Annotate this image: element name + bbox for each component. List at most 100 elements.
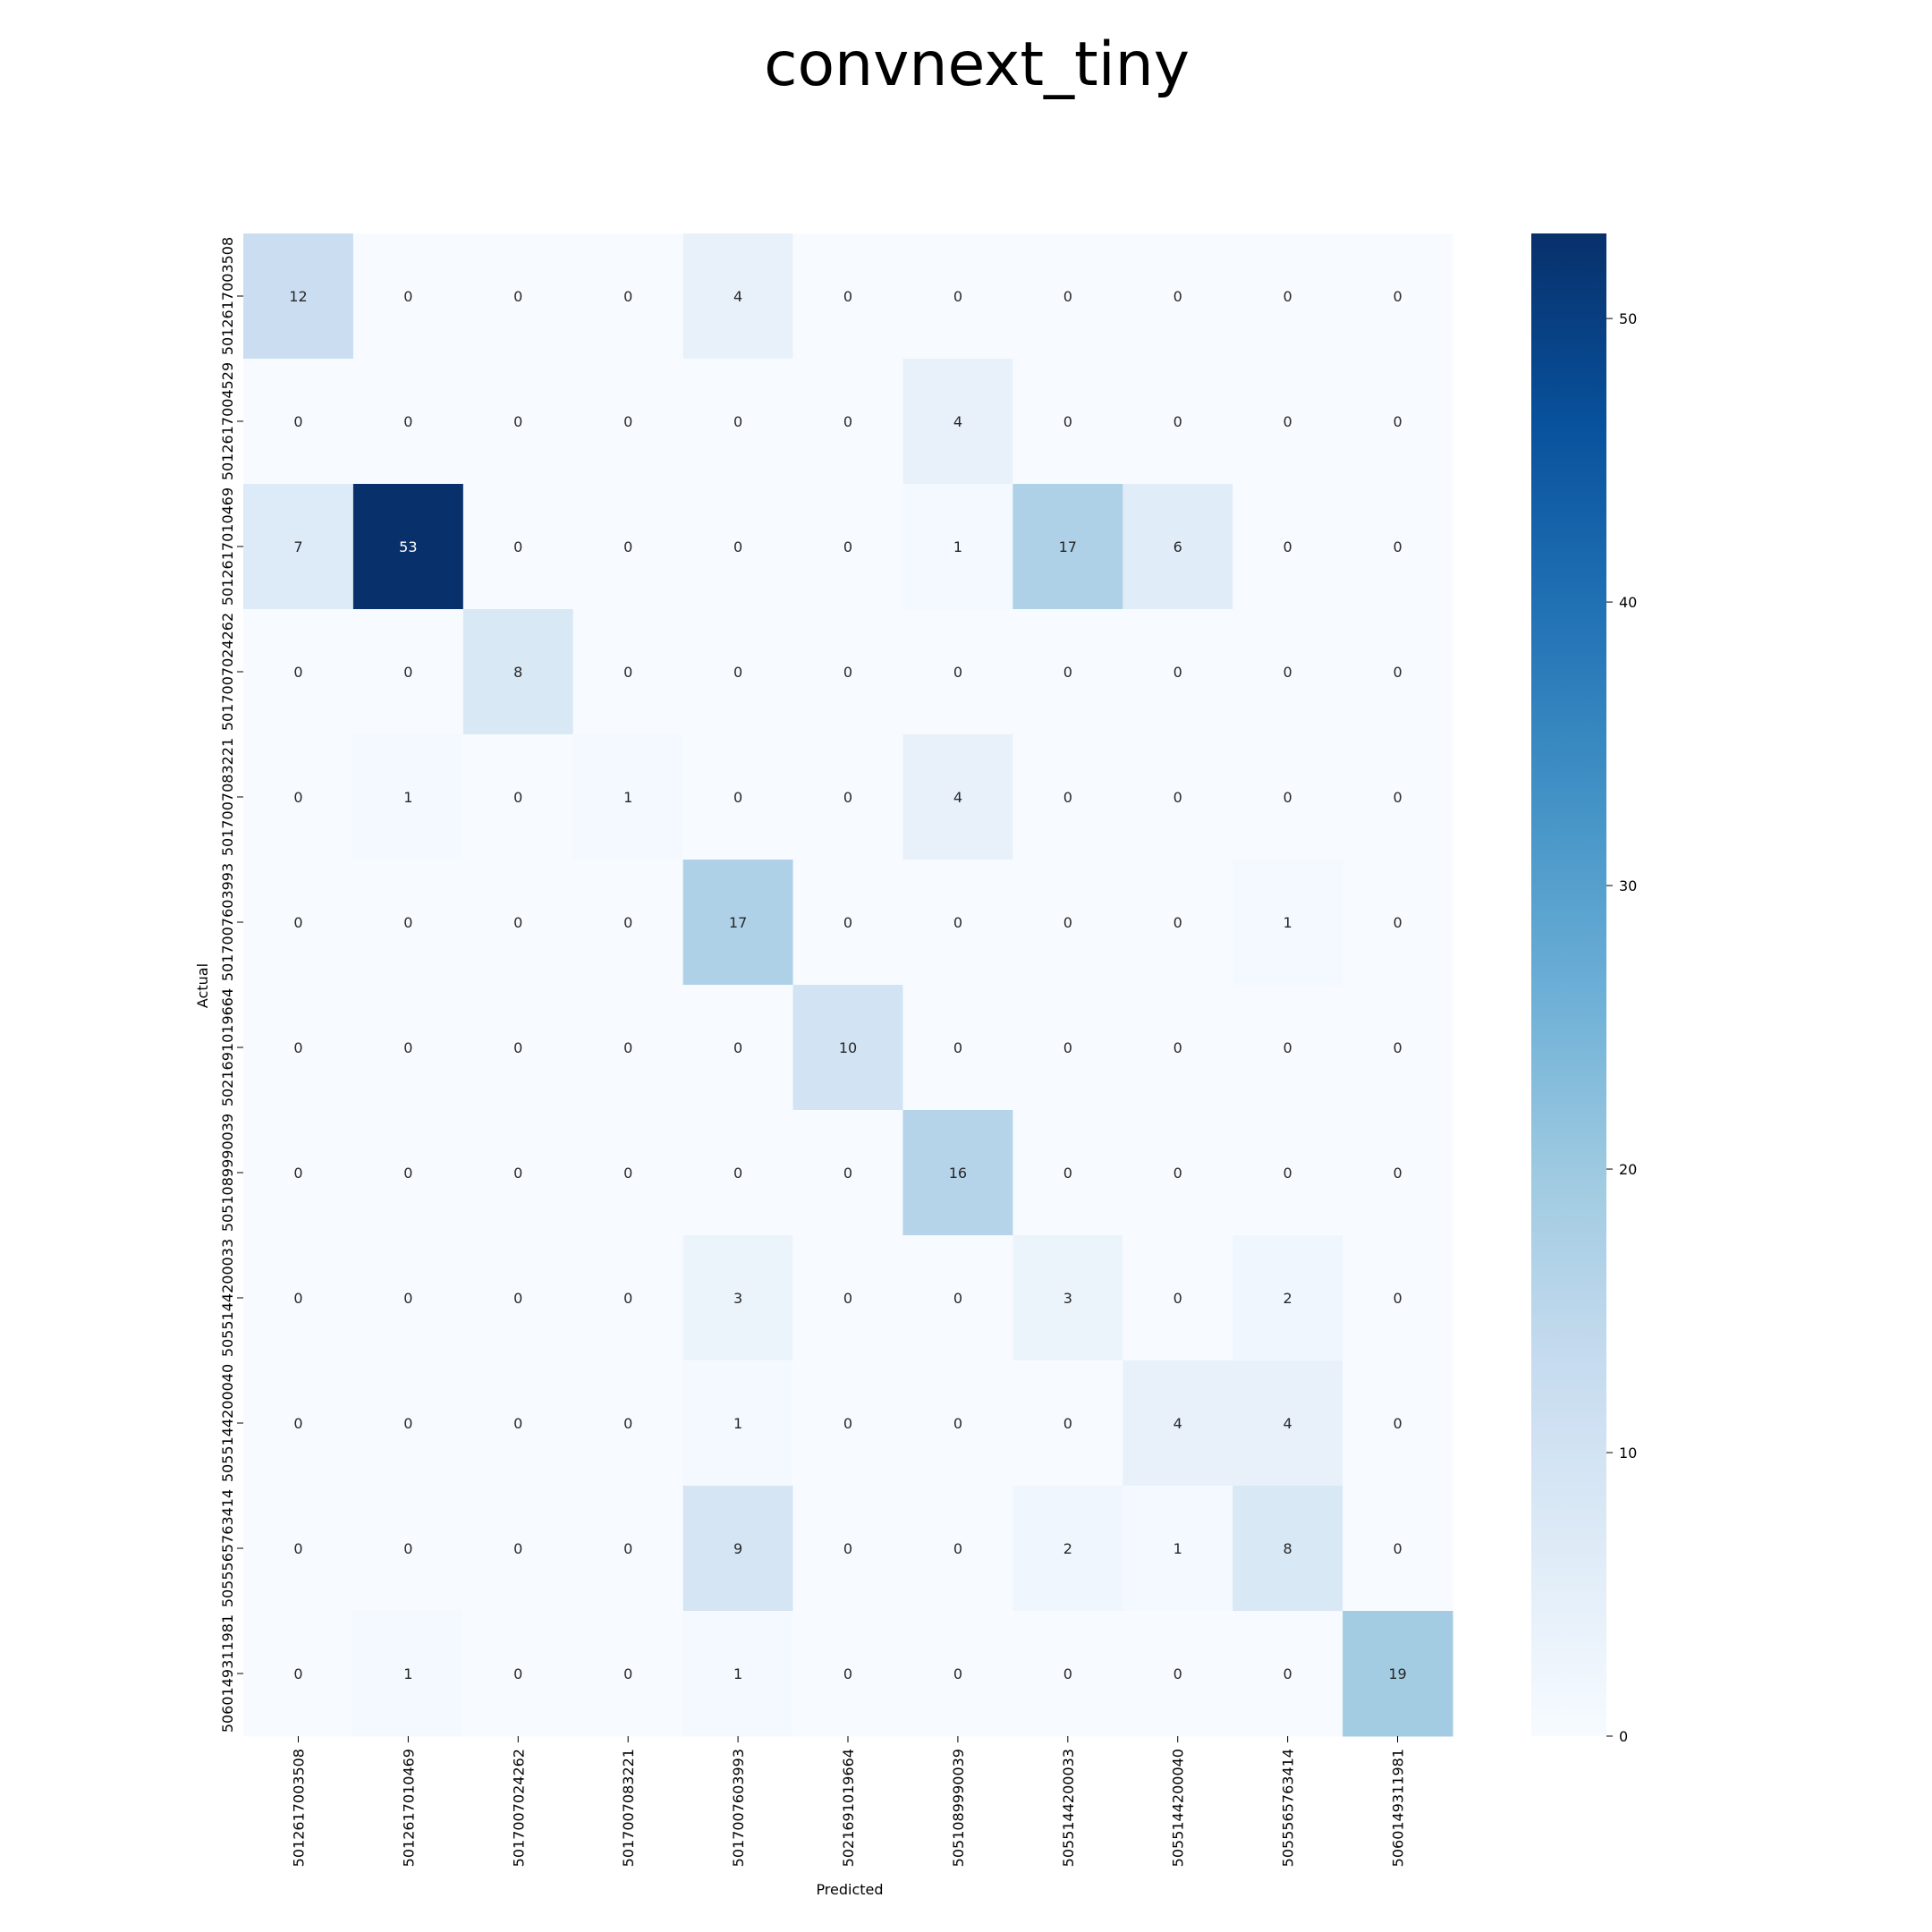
heatmap-cell — [792, 734, 903, 860]
heatmap-cell — [1123, 1486, 1233, 1612]
heatmap-cell — [243, 1235, 354, 1361]
cell-value-label: 0 — [293, 664, 302, 681]
cell-value-label: 3 — [733, 1290, 742, 1307]
cell-value-label: 16 — [949, 1165, 967, 1182]
heatmap-cell — [1233, 1235, 1343, 1361]
cell-value-label: 0 — [1063, 664, 1072, 681]
heatmap-cell — [243, 233, 354, 360]
x-axis-label: Predicted — [816, 1881, 883, 1898]
heatmap-cell — [682, 860, 794, 986]
heatmap-cell — [1343, 233, 1453, 360]
heatmap-cell — [902, 734, 1013, 860]
heatmap-cell — [462, 1360, 574, 1487]
cell-value-label: 0 — [513, 1039, 522, 1056]
colorbar-tick-label: 0 — [1619, 1728, 1628, 1745]
y-tick-label: 5055144200033 — [219, 1239, 236, 1357]
heatmap-cell — [462, 985, 574, 1111]
x-tick-label: 5017007024262 — [510, 1749, 527, 1867]
colorbar-tick-label: 50 — [1619, 310, 1637, 327]
y-tick-label: 5055565763414 — [219, 1489, 236, 1607]
cell-value-label: 0 — [953, 1290, 962, 1307]
heatmap-cell — [1123, 985, 1233, 1111]
cell-value-label: 0 — [623, 1415, 632, 1432]
heatmap-cell — [1233, 734, 1343, 860]
cell-value-label: 0 — [1284, 538, 1292, 555]
cell-value-label: 8 — [513, 664, 522, 681]
heatmap-cell — [1013, 1486, 1123, 1612]
heatmap-cell — [682, 609, 794, 735]
heatmap-cell — [243, 359, 354, 485]
heatmap-cell — [352, 985, 464, 1111]
cell-value-label: 2 — [1063, 1540, 1072, 1557]
cell-value-label: 0 — [623, 914, 632, 931]
cell-value-label: 0 — [843, 789, 852, 806]
cell-value-label: 0 — [843, 1540, 852, 1557]
cell-value-label: 0 — [953, 664, 962, 681]
heatmap-cell — [572, 484, 684, 610]
cell-value-label: 0 — [1393, 789, 1402, 806]
cell-value-label: 0 — [1284, 1165, 1292, 1182]
heatmap-cell — [352, 609, 464, 735]
x-tick-label: 5060149311981 — [1390, 1749, 1407, 1867]
heatmap-cell — [462, 1235, 574, 1361]
heatmap-cell — [1013, 484, 1123, 610]
cell-value-label: 0 — [953, 1540, 962, 1557]
cell-value-label: 0 — [403, 1415, 412, 1432]
heatmap-cell — [352, 1235, 464, 1361]
cell-value-label: 0 — [1174, 288, 1182, 305]
cell-value-label: 0 — [953, 288, 962, 305]
cell-value-label: 12 — [289, 288, 307, 305]
heatmap-cell — [572, 609, 684, 735]
cell-value-label: 1 — [953, 538, 962, 555]
heatmap-cell — [902, 1486, 1013, 1612]
heatmap-cell — [1013, 359, 1123, 485]
heatmap-cell — [1233, 359, 1343, 485]
cell-value-label: 0 — [1284, 1039, 1292, 1056]
cell-value-label: 0 — [733, 413, 742, 430]
cell-value-label: 0 — [623, 1290, 632, 1307]
heatmap-cell — [352, 484, 464, 610]
heatmap-cell — [572, 1611, 684, 1737]
heatmap-cell — [682, 734, 794, 860]
heatmap-cell — [1233, 1360, 1343, 1487]
heatmap-cell — [352, 1360, 464, 1487]
heatmap-cell — [352, 1110, 464, 1236]
heatmap-cell — [1343, 1360, 1453, 1487]
cell-value-label: 0 — [1174, 1290, 1182, 1307]
chart-title: convnext_tiny — [764, 30, 1190, 100]
y-tick-label: 5055144200040 — [219, 1364, 236, 1482]
cell-value-label: 0 — [1063, 1165, 1072, 1182]
heatmap-cell — [1013, 233, 1123, 360]
cell-value-label: 4 — [1174, 1415, 1182, 1432]
cell-value-label: 0 — [1174, 1665, 1182, 1682]
heatmap-cell — [462, 359, 574, 485]
heatmap-cell — [462, 609, 574, 735]
cell-value-label: 0 — [843, 538, 852, 555]
heatmap-cell — [792, 1360, 903, 1487]
cell-value-label: 0 — [843, 1665, 852, 1682]
heatmap-cell — [243, 985, 354, 1111]
heatmap-cell — [572, 1110, 684, 1236]
heatmap-cell — [1233, 1611, 1343, 1737]
x-tick-label: 5017007603993 — [730, 1749, 747, 1867]
cell-value-label: 0 — [843, 1415, 852, 1432]
cell-value-label: 2 — [1284, 1290, 1292, 1307]
heatmap-cell — [1233, 860, 1343, 986]
cell-value-label: 0 — [1063, 413, 1072, 430]
cell-value-label: 0 — [293, 1415, 302, 1432]
heatmap-cell — [243, 734, 354, 860]
heatmap-cell — [572, 1360, 684, 1487]
heatmap-cell — [352, 860, 464, 986]
y-tick-label: 5017007083221 — [219, 738, 236, 856]
cell-value-label: 0 — [293, 1039, 302, 1056]
x-tick-label: 5055144200040 — [1170, 1749, 1187, 1867]
x-tick-label: 5051089990039 — [950, 1749, 967, 1867]
heatmap-cell — [1123, 359, 1233, 485]
heatmap-cell — [352, 1611, 464, 1737]
heatmap-cell — [243, 1360, 354, 1487]
heatmap-cell — [1343, 609, 1453, 735]
heatmap-cell — [352, 233, 464, 360]
cell-value-label: 1 — [1174, 1540, 1182, 1557]
heatmap-cell — [902, 233, 1013, 360]
cell-value-label: 0 — [1063, 914, 1072, 931]
